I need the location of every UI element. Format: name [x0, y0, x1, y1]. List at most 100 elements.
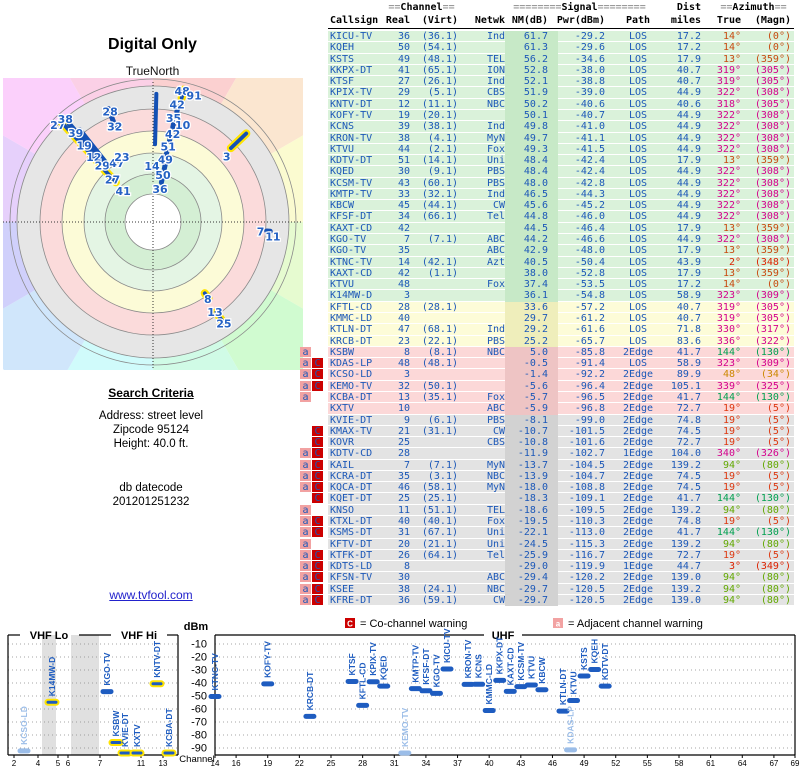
uhf-channel-tick: 61	[706, 759, 715, 768]
azimuth-true: 339°	[716, 380, 741, 392]
dbm-tick-label: -10	[191, 639, 207, 651]
station-marker	[129, 749, 145, 757]
search-criteria: Search Criteria Address: street level Zi…	[45, 386, 257, 509]
dbm-tick-label: -90	[191, 743, 207, 755]
table-row: KTVU 44 (2.1) Fox 49.3 -41.5 LOS 44.9 322° (308°)	[328, 143, 794, 156]
table-row: KGO-TV 35 ABC 42.9 -48.0 LOS 17.9 13° (359°)	[328, 245, 794, 257]
station-label: KEMO-TV	[400, 707, 410, 747]
azimuth-magnetic: (308°)	[754, 211, 791, 223]
co-channel-warning-badge: C	[312, 425, 323, 437]
azimuth-magnetic: (80°)	[760, 583, 791, 595]
radar-signal-bar	[200, 289, 213, 303]
azimuth-true: 319°	[716, 64, 741, 76]
azimuth-true: 19°	[722, 470, 741, 482]
adjacent-channel-warning-badge: a	[300, 346, 311, 358]
azimuth-true: 2°	[728, 256, 741, 268]
azimuth-magnetic: (305°)	[754, 313, 791, 324]
tvfool-link[interactable]: www.tvfool.com	[109, 588, 193, 602]
col-header-virt: (Virt)	[421, 15, 458, 26]
station-label: KTVU	[569, 671, 579, 694]
azimuth-magnetic: (0°)	[766, 31, 791, 42]
table-row: KAXT-CD 42 (1.1) 38.0 -52.8 LOS 17.9 13° (359°)	[328, 267, 794, 280]
azimuth-magnetic: (308°)	[754, 87, 791, 99]
radar-signal-bar	[166, 134, 173, 145]
table-row: KDTS-LD 8 -29.0 -119.9 1Edge 44.7 3° (349°) a C	[300, 561, 794, 573]
azimuth-true: 319°	[716, 313, 741, 324]
azimuth-true: 144°	[716, 493, 741, 505]
radar-signal-bar	[100, 165, 120, 187]
dist-group-header: Dist	[676, 2, 701, 13]
radar-channel-label: 41	[116, 185, 131, 198]
station-marker	[17, 748, 31, 754]
table-header-rule	[328, 28, 794, 29]
dbm-tick-label: -70	[191, 717, 207, 729]
radar-channel-label: 27	[105, 174, 120, 187]
azimuth-true: 94°	[722, 583, 741, 595]
adjacent-channel-warning-badge: a	[300, 482, 311, 493]
table-row: KOVR 25 CBS -10.8 -101.6 2Edge 72.7 19° (5°) C	[312, 437, 794, 449]
azimuth-true: 318°	[716, 98, 741, 110]
azimuth-magnetic: (0°)	[766, 42, 791, 54]
station-marker	[161, 749, 177, 757]
azimuth-group-header: ==Azimuth==	[720, 2, 787, 13]
azimuth-magnetic: (130°)	[754, 493, 791, 505]
azimuth-true: 323°	[716, 290, 741, 302]
adjacent-channel-warning-badge: a	[300, 583, 311, 595]
station-marker	[535, 687, 549, 693]
azimuth-true: 322°	[716, 87, 741, 99]
uhf-channel-tick: 69	[791, 759, 800, 768]
table-row: KDTV-CD 28 -11.9 -102.7 1Edge 104.0 340° (326°)…	[300, 448, 794, 460]
radar-channel-label: 39	[68, 127, 83, 140]
uhf-channel-tick: 49	[580, 759, 589, 768]
azimuth-true: 19°	[722, 549, 741, 561]
azimuth-magnetic: (309°)	[754, 290, 791, 302]
azimuth-true: 19°	[722, 414, 741, 426]
adjacent-channel-warning-badge: a	[300, 380, 311, 392]
station-marker	[567, 698, 581, 704]
uhf-channel-tick: 28	[358, 759, 367, 768]
station-label: KCNS	[474, 654, 484, 678]
table-row: KCBA-DT 13 (35.1) Fox -5.7 -96.5 2Edge 41.7 144°…	[300, 391, 794, 404]
station-label: KMTP-TV	[410, 644, 420, 682]
vhf-lo-band-label: VHF Lo	[30, 630, 69, 642]
col-header-pwr: Pwr(dBm)	[556, 15, 605, 26]
vhf-hi-band-label: VHF Hi	[121, 630, 157, 642]
station-marker	[366, 679, 380, 685]
azimuth-magnetic: (5°)	[766, 425, 791, 437]
radar-signal-bar	[66, 121, 101, 161]
station-marker	[345, 678, 359, 684]
azimuth-true: 19°	[722, 482, 741, 494]
station-label: KFSF-DT	[421, 648, 431, 685]
co-channel-warning-badge: C	[312, 369, 323, 380]
azimuth-magnetic: (308°)	[754, 200, 791, 212]
azimuth-magnetic: (305°)	[754, 76, 791, 88]
station-marker	[377, 683, 391, 689]
radar-channel-label: 51	[160, 140, 175, 153]
table-row: KTXL-DT 40 (40.1) Fox -19.5 -110.3 2Edge 74.8 19…	[300, 516, 794, 528]
azimuth-true: 322°	[716, 121, 741, 133]
vhf-channel-tick: 7	[98, 759, 103, 768]
azimuth-magnetic: (308°)	[754, 132, 791, 144]
radar-channel-label: 8	[204, 293, 212, 306]
radar-signal-bar	[105, 106, 118, 130]
table-row: KMTP-TV 33 (32.1) Ind 46.5 -44.3 LOS 44.9 322° (3…	[328, 188, 794, 201]
azimuth-magnetic: (305°)	[754, 301, 791, 313]
co-channel-legend-swatch	[345, 618, 355, 628]
adjacent-channel-warning-badge: a	[300, 391, 311, 403]
table-row: KTFK-DT 26 (64.1) Tel -25.9 -116.7 2Edge 72.7 19…	[300, 549, 794, 562]
azimuth-magnetic: (308°)	[754, 177, 791, 189]
station-label: KDTV-DT	[600, 642, 610, 680]
radar-channel-label: 91	[186, 90, 201, 103]
channel-group-header: ==Channel==	[388, 2, 455, 13]
spectrum-chart: C = Co-channel warning a = Adjacent channel…	[7, 618, 800, 768]
table-row: KPIX-TV 29 (5.1) CBS 51.9 -39.0 LOS 44.9 322° (30…	[328, 87, 794, 99]
radar-channel-label: 7	[257, 225, 265, 238]
co-channel-warning-badge: C	[312, 448, 323, 459]
azimuth-true: 144°	[716, 527, 741, 539]
adjacent-channel-warning-badge: a	[300, 470, 311, 482]
table-row: KSTS 49 (48.1) TEL 56.2 -34.6 LOS 17.9 13° (359°)	[328, 53, 794, 65]
co-channel-warning-badge: C	[312, 516, 323, 527]
table-row: KNTV-DT 12 (11.1) NBC 50.2 -40.6 LOS 40.6 318° (3…	[328, 98, 794, 110]
azimuth-true: 13°	[722, 267, 741, 279]
